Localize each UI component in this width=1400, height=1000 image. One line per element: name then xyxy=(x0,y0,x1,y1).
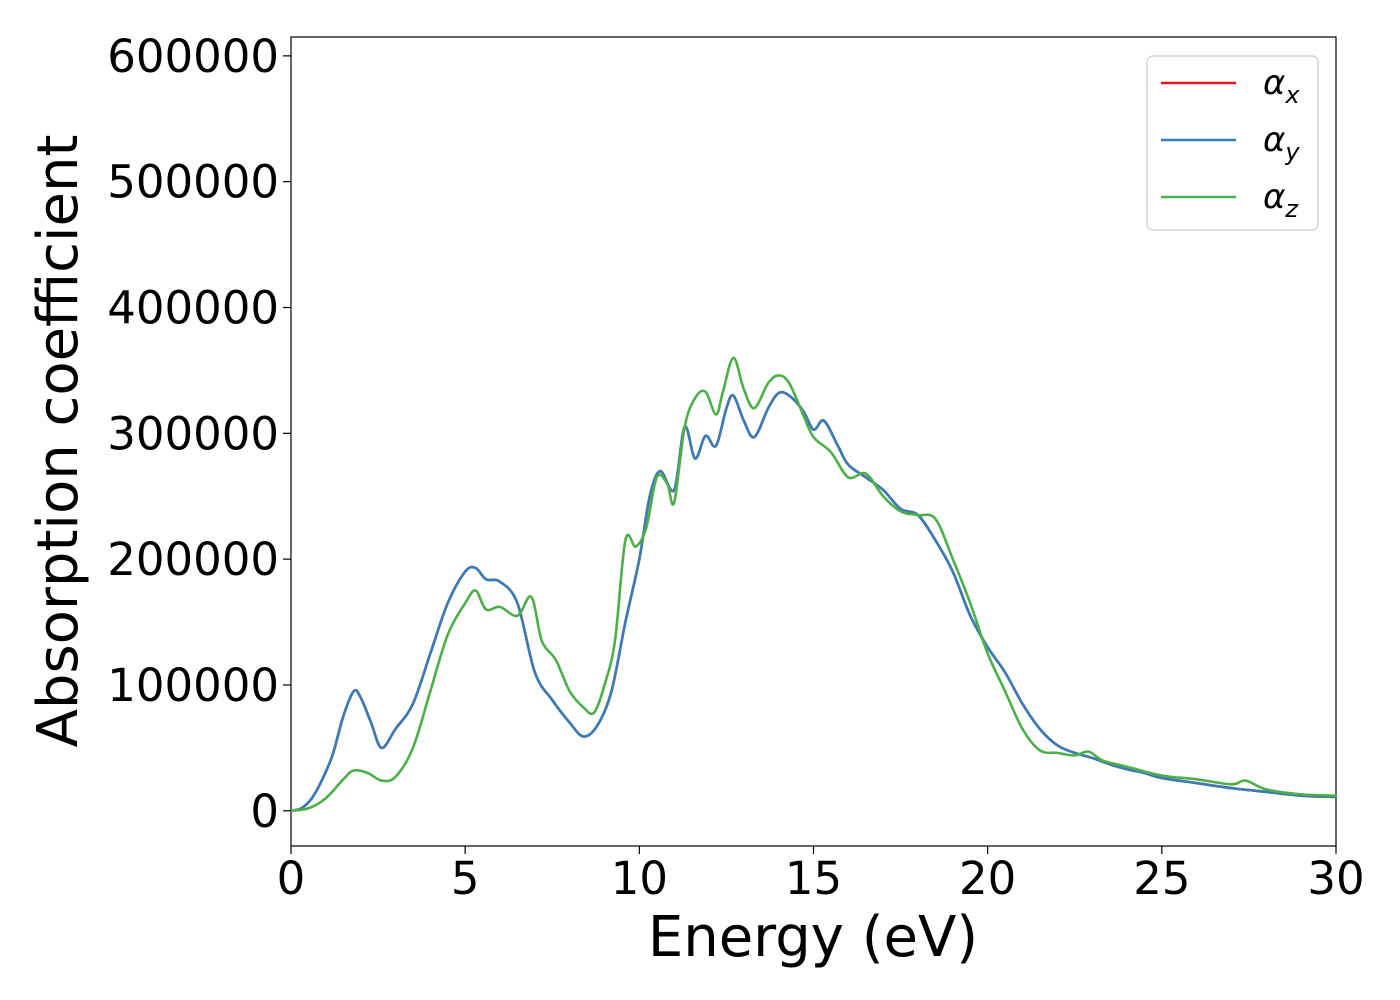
legend-subscript: x xyxy=(1284,81,1300,109)
x-tick-label: 20 xyxy=(959,852,1016,905)
x-tick-label: 0 xyxy=(277,852,306,905)
y-tick-label: 0 xyxy=(250,785,279,838)
y-axis-label: Absorption coefficient xyxy=(26,135,91,748)
legend-frame xyxy=(1146,55,1319,231)
y-tick-label: 600000 xyxy=(107,30,279,83)
y-tick-label: 300000 xyxy=(107,407,279,460)
series-line-z xyxy=(289,356,1338,813)
legend-label-z: αz xyxy=(1263,177,1299,223)
legend-symbol: α xyxy=(1263,177,1285,217)
x-tick-label: 30 xyxy=(1307,852,1364,905)
x-tick-label: 10 xyxy=(611,852,668,905)
y-axis: 0 100000 200000 300000 400000 500000 600000 xyxy=(107,30,291,838)
legend-symbol: α xyxy=(1263,63,1285,103)
series-line-y xyxy=(289,390,1338,813)
legend-subscript: y xyxy=(1284,138,1300,166)
y-tick-label: 400000 xyxy=(107,282,279,335)
y-tick-label: 100000 xyxy=(107,659,279,712)
x-axis-label: Energy (eV) xyxy=(648,905,978,970)
x-tick-label: 15 xyxy=(785,852,842,905)
legend-symbol: α xyxy=(1263,120,1285,160)
x-tick-label: 25 xyxy=(1133,852,1190,905)
legend-label-y: αy xyxy=(1263,120,1300,166)
y-tick-label: 200000 xyxy=(107,533,279,586)
legend-subscript: z xyxy=(1284,195,1299,223)
y-tick-label: 500000 xyxy=(107,156,279,209)
x-axis: 0 5 10 15 20 25 30 xyxy=(277,846,1365,905)
legend-label-x: αx xyxy=(1263,63,1300,109)
x-tick-label: 5 xyxy=(451,852,480,905)
series-layer xyxy=(289,356,1338,813)
